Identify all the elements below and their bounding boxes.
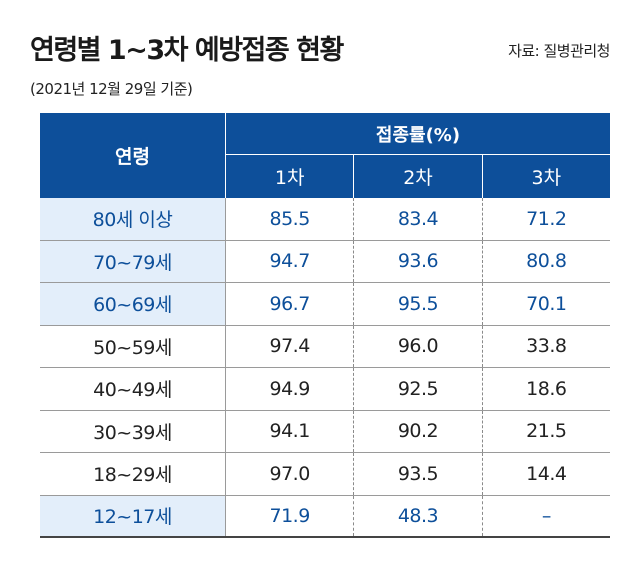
dose-1-header: 1차 [226, 155, 354, 198]
table-row: 70~79세 94.7 93.6 80.8 [40, 240, 610, 283]
age-cell: 12~17세 [40, 495, 226, 536]
dose-2-cell: 95.5 [353, 283, 481, 325]
dose-3-cell: 14.4 [481, 453, 610, 495]
dose-1-cell: 94.9 [269, 377, 311, 400]
table-row: 40~49세 94.9 92.5 18.6 [40, 368, 610, 411]
dose-2-cell: 83.4 [353, 198, 481, 240]
dose-3-cell: 21.5 [481, 410, 610, 452]
dose-3-cell: – [481, 495, 610, 536]
table-row: 50~59세 97.4 96.0 33.8 [40, 325, 610, 368]
table-row: 18~29세 97.0 93.5 14.4 [40, 453, 610, 496]
dose-1-cell: 94.7 [269, 250, 311, 273]
dose-1-cell: 97.0 [269, 462, 311, 485]
dose-2-cell: 93.6 [353, 240, 481, 282]
age-cell: 80세 이상 [40, 198, 226, 240]
dose-2-cell: 93.5 [353, 453, 481, 495]
table-row: 80세 이상 85.5 83.4 71.2 [40, 198, 610, 241]
dose-1-cell: 85.5 [269, 207, 311, 230]
dose-1-cell: 97.4 [269, 335, 311, 358]
dose-3-cell: 80.8 [481, 240, 610, 282]
page-title: 연령별 1~3차 예방접종 현황 [30, 35, 344, 66]
dose-headers: 1차 2차 3차 [226, 155, 610, 198]
dose-1-cell: 71.9 [269, 504, 311, 527]
table-header: 연령 접종률(%) 1차 2차 3차 [40, 113, 610, 198]
table-row: 12~17세 71.9 48.3 – [40, 495, 610, 538]
age-cell: 40~49세 [40, 368, 226, 410]
table-row: 30~39세 94.1 90.2 21.5 [40, 410, 610, 453]
dose-3-cell: 33.8 [481, 325, 610, 367]
source-label: 자료: 질병관리청 [508, 42, 610, 60]
rate-header-group: 접종률(%) 1차 2차 3차 [226, 113, 610, 198]
dose-2-cell: 92.5 [353, 368, 481, 410]
dose-3-cell: 18.6 [481, 368, 610, 410]
dose-2-cell: 90.2 [353, 410, 481, 452]
dose-1-cell: 94.1 [269, 420, 311, 443]
dose-3-header: 3차 [481, 155, 610, 198]
dose-2-cell: 96.0 [353, 325, 481, 367]
age-cell: 70~79세 [40, 240, 226, 282]
age-column-header: 연령 [40, 113, 226, 198]
age-cell: 18~29세 [40, 453, 226, 495]
dose-2-cell: 48.3 [353, 495, 481, 536]
dose-1-cell: 96.7 [269, 292, 311, 315]
dose-3-cell: 70.1 [481, 283, 610, 325]
age-cell: 50~59세 [40, 325, 226, 367]
age-cell: 60~69세 [40, 283, 226, 325]
vaccination-table: 연령 접종률(%) 1차 2차 3차 80세 이상 85.5 83.4 71.2… [40, 113, 610, 538]
age-cell: 30~39세 [40, 410, 226, 452]
dose-2-header: 2차 [353, 155, 482, 198]
date-subtitle: (2021년 12월 29일 기준) [30, 80, 193, 98]
rate-group-header: 접종률(%) [226, 113, 610, 155]
dose-3-cell: 71.2 [481, 198, 610, 240]
table-row: 60~69세 96.7 95.5 70.1 [40, 283, 610, 326]
